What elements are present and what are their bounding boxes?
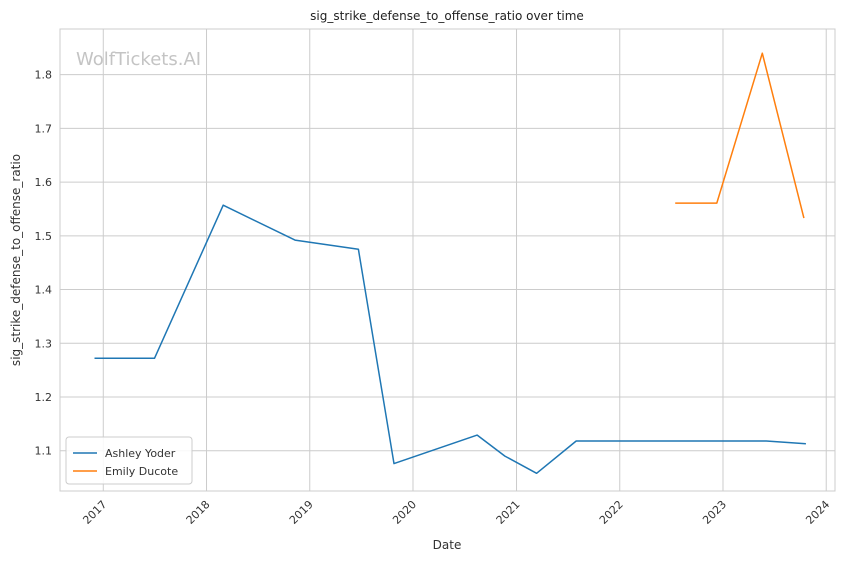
x-tick-label: 2017 [80, 498, 109, 527]
chart-title: sig_strike_defense_to_offense_ratio over… [310, 9, 584, 23]
series-line-ashley-yoder [94, 204, 806, 475]
plot-frame [59, 28, 836, 492]
y-tick-label: 1.2 [35, 391, 53, 404]
x-tick-label: 2022 [597, 498, 626, 527]
legend: Ashley Yoder Emily Ducote [65, 436, 193, 485]
x-tick-label: 2021 [494, 498, 523, 527]
y-tick-label: 1.7 [35, 122, 53, 135]
x-tick-label: 2024 [803, 498, 832, 527]
legend-box [65, 436, 193, 485]
x-tick-label: 2023 [700, 498, 729, 527]
y-tick-label: 1.3 [35, 337, 53, 350]
x-tick-label: 2018 [184, 498, 213, 527]
legend-label-ashley-yoder: Ashley Yoder [105, 447, 176, 460]
grid [60, 29, 835, 491]
x-axis-label: Date [433, 538, 462, 552]
x-tick-label: 2019 [287, 498, 316, 527]
watermark: WolfTickets.AI [76, 49, 201, 70]
y-tick-labels: 1.1 1.2 1.3 1.4 1.5 1.6 1.7 1.8 [35, 69, 53, 458]
y-axis-label: sig_strike_defense_to_offense_ratio [9, 154, 23, 366]
series-line-emily-ducote [675, 52, 805, 219]
y-tick-label: 1.4 [35, 284, 53, 297]
y-tick-label: 1.8 [35, 69, 53, 82]
x-tick-labels: 2017 2018 2019 2020 2021 2022 2023 2024 [80, 498, 832, 527]
y-tick-label: 1.1 [35, 445, 53, 458]
legend-label-emily-ducote: Emily Ducote [105, 465, 178, 478]
y-tick-label: 1.6 [35, 176, 53, 189]
y-tick-label: 1.5 [35, 230, 53, 243]
series-layer [94, 52, 806, 475]
x-tick-label: 2020 [390, 498, 419, 527]
